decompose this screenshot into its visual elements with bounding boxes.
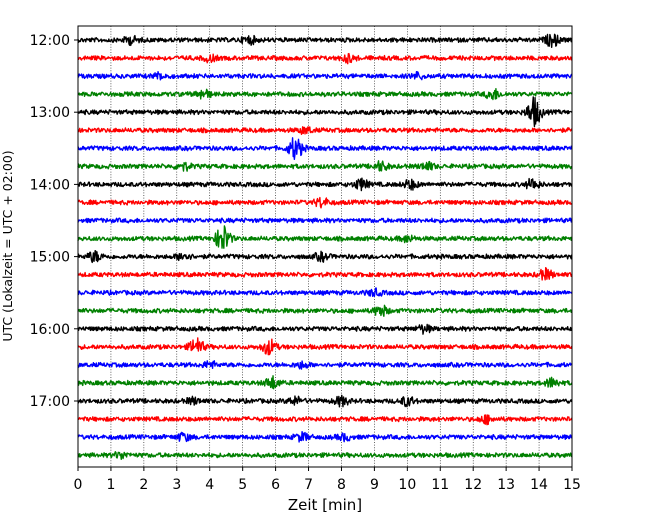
- trace-1415: [77, 196, 573, 209]
- trace-1600: [77, 323, 573, 335]
- trace-1215: [77, 52, 573, 65]
- trace-1330: [77, 137, 573, 160]
- trace-1315: [77, 126, 573, 136]
- x-tick-label-7: 7: [304, 477, 313, 493]
- x-axis-label: Zeit [min]: [288, 496, 362, 514]
- x-tick-label-0: 0: [74, 477, 83, 493]
- trace-1200: [77, 33, 573, 48]
- y-tick-label-1600: 16:00: [30, 322, 70, 338]
- y-ticks: 12:00 13:00 14:00 15:00 16:00 17:00: [30, 33, 78, 410]
- trace-1400: [77, 177, 573, 192]
- trace-1545: [77, 304, 573, 317]
- x-tick-label-2: 2: [139, 477, 148, 493]
- x-tick-label-5: 5: [238, 477, 247, 493]
- trace-1700: [77, 394, 573, 408]
- y-tick-label-1400: 14:00: [30, 177, 70, 193]
- y-tick-label-1200: 12:00: [30, 33, 70, 49]
- x-tick-label-12: 12: [464, 477, 482, 493]
- trace-1300: [77, 96, 573, 128]
- trace-1430: [77, 217, 573, 224]
- trace-1445: [77, 225, 573, 249]
- trace-1500: [77, 250, 573, 264]
- x-tick-label-4: 4: [205, 477, 214, 493]
- trace-group: [77, 33, 573, 460]
- trace-1630: [77, 360, 573, 370]
- x-tick-label-6: 6: [271, 477, 280, 493]
- x-tick-label-10: 10: [398, 477, 416, 493]
- trace-1645: [77, 375, 573, 390]
- trace-1245: [77, 88, 572, 101]
- x-tick-label-15: 15: [563, 477, 581, 493]
- x-ticks: 0 1 2 3 4 5 6 7 8 9 10 11 12 13 14 15: [74, 467, 581, 493]
- x-tick-label-14: 14: [530, 477, 548, 493]
- x-tick-label-3: 3: [172, 477, 181, 493]
- x-tick-label-13: 13: [497, 477, 515, 493]
- trace-1530: [77, 287, 573, 297]
- trace-1615: [77, 337, 573, 356]
- trace-1730: [77, 430, 573, 443]
- trace-1515: [77, 266, 573, 281]
- y-axis-label: UTC (Lokalzeit = UTC + 02:00): [0, 150, 15, 341]
- trace-1715: [77, 414, 573, 426]
- y-tick-label-1700: 17:00: [30, 394, 70, 410]
- trace-1745: [77, 451, 573, 460]
- trace-1230: [77, 71, 573, 81]
- y-tick-label-1300: 13:00: [30, 105, 70, 121]
- x-tick-label-11: 11: [431, 477, 449, 493]
- y-tick-label-1500: 15:00: [30, 250, 70, 266]
- trace-1345: [77, 160, 572, 172]
- x-tick-label-9: 9: [370, 477, 379, 493]
- grid-lines: [110, 26, 540, 467]
- x-tick-label-1: 1: [106, 477, 115, 493]
- plot-frame: [77, 25, 573, 468]
- x-tick-label-8: 8: [337, 477, 346, 493]
